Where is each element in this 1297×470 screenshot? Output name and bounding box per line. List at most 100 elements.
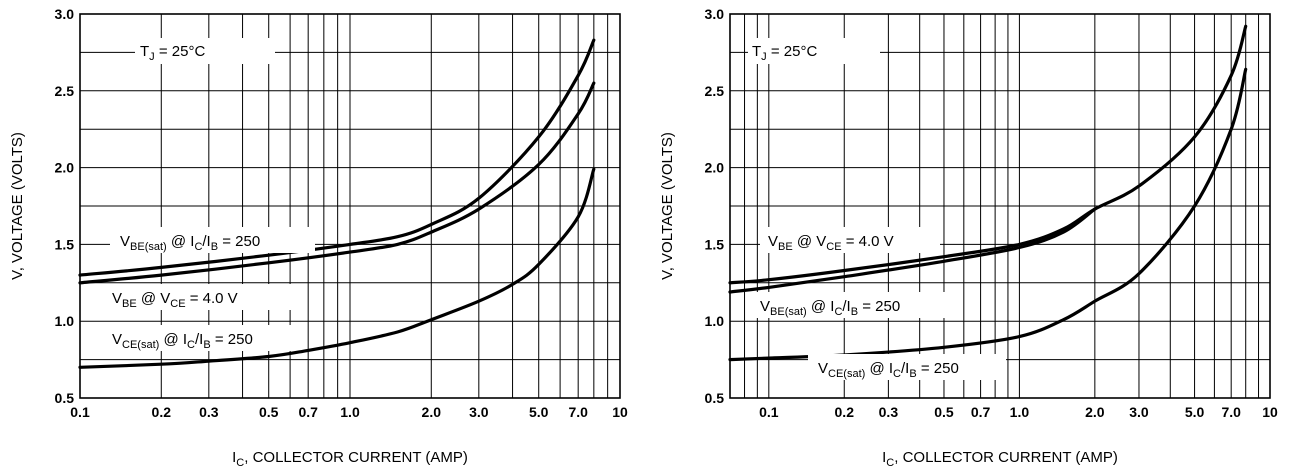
temperature-label-rest: = 25°C [767, 43, 818, 60]
chart-1: 0.5 1.0 1.5 2.0 2.5 3.0 0.1 0.2 0.3 0.5 0.7 1.0 2.0 3… [9, 6, 628, 469]
series-label-part: V [112, 290, 122, 307]
x-tick-label: 0.7 [298, 404, 318, 420]
series-label: VCE(sat) @ IC/IB = 250 [112, 331, 253, 351]
series-label-part: = 4.0 V [842, 233, 894, 250]
y-axis-label: V, VOLTAGE (VOLTS) [9, 132, 26, 280]
series-label-bg [110, 227, 315, 253]
y-axis-label: V, VOLTAGE (VOLTS) [659, 132, 676, 280]
series-label-part: B [211, 241, 218, 253]
y-tick-label: 2.0 [55, 160, 75, 176]
x-tick-label: 10 [1262, 404, 1278, 420]
y-tick-label: 2.5 [55, 83, 75, 99]
series-label-part: V [768, 233, 778, 250]
series-label-bg [104, 325, 294, 351]
y-tick-label: 2.5 [705, 83, 725, 99]
series-label-part: BE [778, 241, 793, 253]
x-tick-label: 2.0 [422, 404, 442, 420]
series-line [78, 38, 596, 277]
x-tick-label: 0.5 [934, 404, 954, 420]
y-tick-label: 1.0 [705, 313, 725, 329]
series-label: VCE(sat) @ IC/IB = 250 [818, 360, 959, 380]
series-label: VBE @ VCE = 4.0 V [112, 290, 238, 310]
x-tick-label: 0.3 [199, 404, 219, 420]
series-label-part: = 250 [211, 331, 253, 348]
x-tick-label: 3.0 [469, 404, 489, 420]
x-axis-label-main: I [882, 449, 886, 466]
y-tick-label: 3.0 [55, 6, 75, 22]
y-tick-label: 2.0 [705, 160, 725, 176]
x-axis-label-rest: , COLLECTOR CURRENT (AMP) [244, 449, 468, 466]
temperature-label: TJ = 25°C [752, 43, 817, 63]
series-label-bg [808, 354, 1006, 380]
y-tick-label: 1.0 [55, 313, 75, 329]
temperature-label-bg [135, 38, 275, 64]
series-label-part: @ I [159, 331, 187, 348]
series-label-bg [752, 292, 947, 318]
chart-2: 0.5 1.0 1.5 2.0 2.5 3.0 0.1 0.2 0.3 0.5 0.7 1.0 2.0 3… [659, 6, 1278, 469]
series-label-part: @ V [137, 290, 171, 307]
y-gridlines [730, 51, 1270, 361]
series-label-part: B [909, 368, 916, 380]
y-tick-label: 0.5 [55, 390, 75, 406]
series-label-part: = 250 [858, 298, 900, 315]
x-axis-label-rest: , COLLECTOR CURRENT (AMP) [894, 449, 1118, 466]
series-label: VBE(sat) @ IC/IB = 250 [120, 233, 260, 253]
x-axis-label: IC, COLLECTOR CURRENT (AMP) [232, 449, 468, 469]
series-label-part: C [834, 306, 842, 318]
x-tick-label: 0.7 [971, 404, 991, 420]
y-tick-label: 1.5 [55, 236, 75, 252]
series-label-part: BE(sat) [770, 306, 807, 318]
series-label-part: CE [826, 241, 841, 253]
temperature-label-sub: J [149, 51, 155, 63]
series-line [728, 207, 1097, 294]
x-tick-label: 0.2 [835, 404, 855, 420]
x-tick-label: 0.3 [879, 404, 899, 420]
y-tick-label: 0.5 [705, 390, 725, 406]
x-tick-label: 5.0 [529, 404, 549, 420]
y-tick-label: 3.0 [705, 6, 725, 22]
x-tick-label: 3.0 [1129, 404, 1149, 420]
temperature-label-main: T [140, 43, 149, 60]
series-label-part: V [112, 331, 122, 348]
series-label-bg [760, 227, 940, 253]
x-tick-label: 0.5 [259, 404, 279, 420]
series-label-part: V [818, 360, 828, 377]
series-label-part: /I [901, 360, 909, 377]
series-label-part: BE(sat) [130, 241, 167, 253]
series-label-part: CE [170, 298, 185, 310]
x-tick-label: 0.1 [70, 404, 90, 420]
temperature-label-bg [748, 38, 880, 64]
x-axis-label-sub: C [236, 457, 244, 469]
series-label-part: = 250 [917, 360, 959, 377]
temperature-label-sub: J [761, 51, 767, 63]
x-tick-label: 7.0 [1221, 404, 1241, 420]
series-line [728, 24, 1248, 285]
temperature-label-rest: = 25°C [155, 43, 206, 60]
series-label-part: CE(sat) [122, 339, 159, 351]
series-label: VBE @ VCE = 4.0 V [768, 233, 894, 253]
series-label-part: @ I [807, 298, 835, 315]
series-label-part: @ I [865, 360, 893, 377]
series-label-part: V [120, 233, 130, 250]
x-tick-label: 10 [612, 404, 628, 420]
series-label-part: B [851, 306, 858, 318]
series-label-part: = 250 [218, 233, 260, 250]
series-label-part: C [187, 339, 195, 351]
x-tick-label: 1.0 [1010, 404, 1030, 420]
series-label-part: /I [202, 233, 210, 250]
x-tick-label: 2.0 [1085, 404, 1105, 420]
series-label-part: CE(sat) [828, 368, 865, 380]
series-label-part: @ I [167, 233, 195, 250]
temperature-label-main: T [752, 43, 761, 60]
series-label-part: V [760, 298, 770, 315]
series-label-part: = 4.0 V [186, 290, 238, 307]
series-label-part: /I [195, 331, 203, 348]
series-label-bg [104, 284, 299, 310]
series-label: VBE(sat) @ IC/IB = 250 [760, 298, 900, 318]
x-axis-label-main: I [232, 449, 236, 466]
series-label-part: C [194, 241, 202, 253]
x-tick-label: 1.0 [340, 404, 360, 420]
series-label-part: @ V [793, 233, 827, 250]
x-axis-label: IC, COLLECTOR CURRENT (AMP) [882, 449, 1118, 469]
